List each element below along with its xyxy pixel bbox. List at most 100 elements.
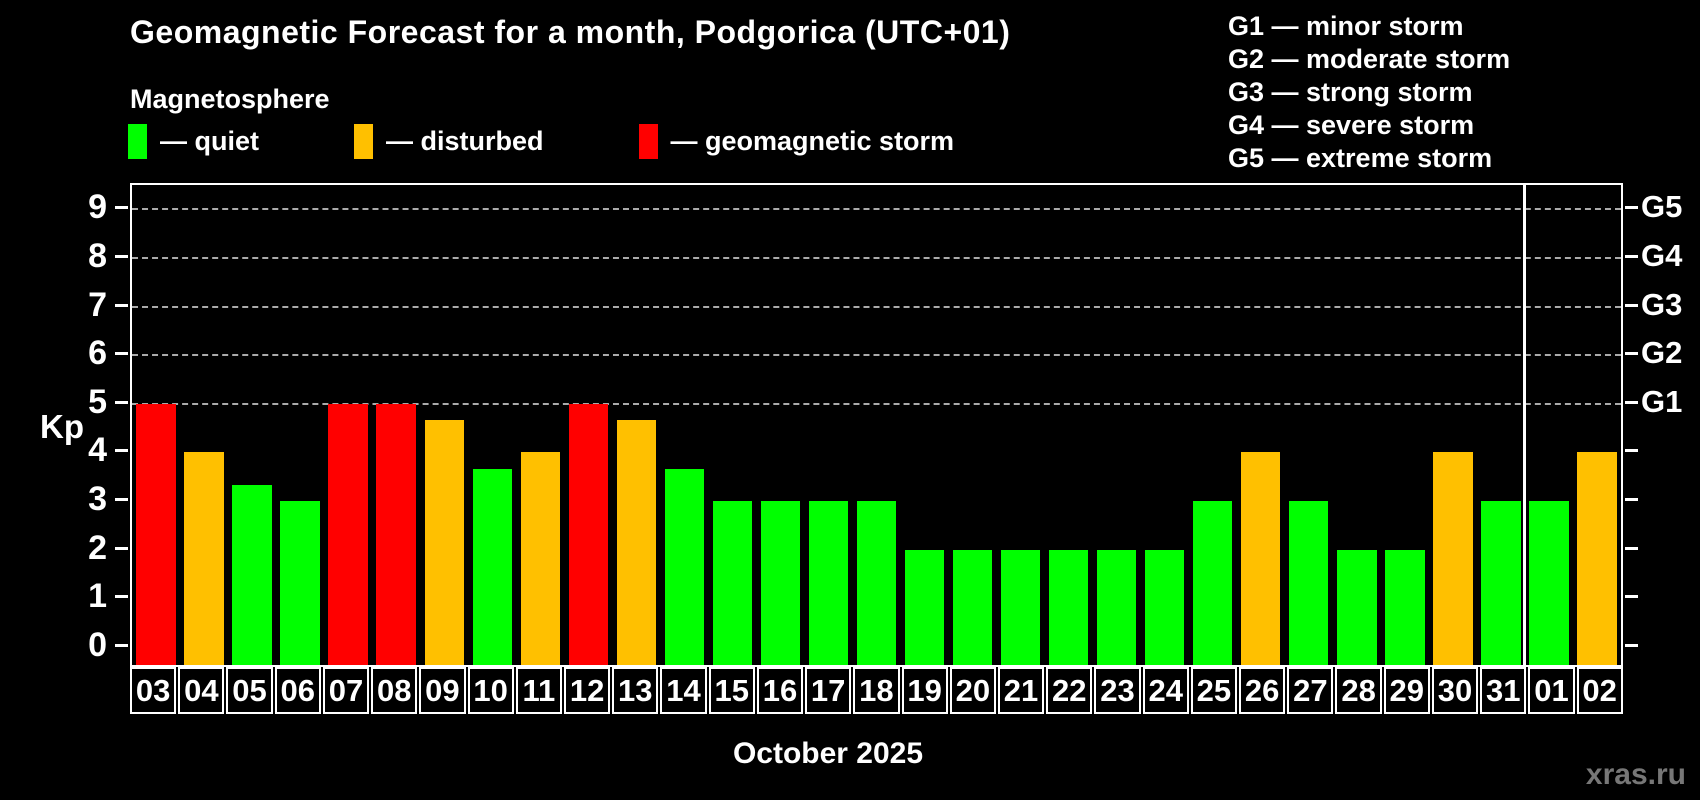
day-label-26: 26 xyxy=(1239,667,1286,714)
kp-bar-day-07 xyxy=(328,403,368,665)
y-axis-title: Kp xyxy=(40,408,84,445)
y-axis-label-4: 4 xyxy=(88,431,107,470)
y-axis-tick-left-5 xyxy=(115,400,128,404)
day-label-17: 17 xyxy=(805,667,852,714)
disturbed-swatch-icon xyxy=(354,124,373,159)
y-axis-label-6: 6 xyxy=(88,334,107,373)
y-axis-tick-left-0 xyxy=(115,644,128,647)
kp-bar-day-13 xyxy=(616,419,657,665)
day-label-31: 31 xyxy=(1480,667,1527,714)
kp-bar-day-12 xyxy=(568,403,608,665)
legend-item-label: — geomagnetic storm xyxy=(670,126,955,156)
day-label-02: 02 xyxy=(1576,667,1623,714)
kp-bar-day-26 xyxy=(1241,452,1281,665)
g-scale-line: G5 — extreme storm xyxy=(1228,143,1493,173)
day-label-22: 22 xyxy=(1046,667,1093,714)
y-axis-tick-right-9 xyxy=(1625,206,1638,210)
day-label-06: 06 xyxy=(274,667,321,714)
y-axis-tick-left-9 xyxy=(115,206,128,210)
y-axis-label-8: 8 xyxy=(88,236,107,275)
g-scale-legend: G1 — minor storm G2 — moderate storm G3 … xyxy=(1228,10,1510,175)
kp-bar-day-10 xyxy=(472,468,512,665)
y-axis-tick-right-7 xyxy=(1625,303,1638,307)
kp-bar-day-08 xyxy=(376,403,416,665)
y-axis-tick-left-7 xyxy=(115,303,128,307)
kp-bar-day-19 xyxy=(904,549,945,665)
kp-bar-day-29 xyxy=(1385,549,1425,665)
g-scale-line: G1 — minor storm xyxy=(1228,11,1464,41)
day-label-08: 08 xyxy=(371,667,418,714)
gridline-kp7 xyxy=(132,305,1621,308)
y-axis-label-9: 9 xyxy=(88,188,107,227)
y-axis-tick-right-0 xyxy=(1625,644,1638,647)
day-label-07: 07 xyxy=(322,667,370,714)
right-axis-label-G3: G3 xyxy=(1641,286,1683,322)
day-label-16: 16 xyxy=(756,667,804,714)
day-label-10: 10 xyxy=(467,667,514,714)
day-label-09: 09 xyxy=(419,667,466,714)
y-axis-tick-right-6 xyxy=(1625,352,1638,356)
legend-item-storm: — geomagnetic storm xyxy=(638,124,955,159)
kp-bar-day-14 xyxy=(664,468,705,665)
kp-bar-day-18 xyxy=(856,501,897,665)
y-axis-label-5: 5 xyxy=(88,382,107,421)
y-axis-tick-left-6 xyxy=(115,352,128,356)
legend-item-label: — quiet xyxy=(160,126,259,156)
kp-bar-day-16 xyxy=(760,501,801,665)
kp-bar-day-02 xyxy=(1577,452,1617,665)
y-axis-label-1: 1 xyxy=(88,577,107,616)
kp-bar-day-06 xyxy=(280,501,320,665)
day-label-01: 01 xyxy=(1528,667,1575,714)
y-axis-label-7: 7 xyxy=(88,285,107,324)
day-label-19: 19 xyxy=(901,667,948,714)
day-label-04: 04 xyxy=(178,667,225,714)
day-label-27: 27 xyxy=(1287,667,1334,714)
day-label-03: 03 xyxy=(130,667,177,714)
g-scale-line: G3 — strong storm xyxy=(1228,77,1473,107)
day-label-14: 14 xyxy=(660,667,707,714)
day-label-20: 20 xyxy=(949,667,996,714)
kp-bar-day-09 xyxy=(424,419,464,665)
y-axis-tick-left-4 xyxy=(115,449,128,453)
y-axis-tick-right-8 xyxy=(1625,254,1638,258)
y-axis-label-0: 0 xyxy=(88,626,107,664)
magnetosphere-label: Magnetosphere xyxy=(130,84,330,114)
y-axis-tick-left-2 xyxy=(115,546,128,550)
kp-bar-day-11 xyxy=(520,452,560,665)
right-axis-label-G1: G1 xyxy=(1641,383,1683,419)
kp-bar-day-30 xyxy=(1433,452,1473,665)
day-label-30: 30 xyxy=(1431,667,1479,714)
day-label-15: 15 xyxy=(708,667,755,714)
y-axis-tick-right-5 xyxy=(1625,400,1638,404)
kp-bar-day-01 xyxy=(1529,501,1569,665)
legend-item-quiet: — quiet xyxy=(128,124,259,159)
y-axis-tick-right-2 xyxy=(1625,546,1638,550)
kp-bar-day-21 xyxy=(1000,549,1041,665)
plot-area xyxy=(130,183,1623,667)
kp-bar-day-22 xyxy=(1048,549,1089,665)
kp-bar-day-15 xyxy=(712,501,753,665)
x-axis-day-labels: 03 04 05 06 07 08 09 10 11 12 13 14 15 16 17 18 19 20 21 22… xyxy=(130,667,1623,714)
y-axis-label-3: 3 xyxy=(88,480,107,519)
day-label-25: 25 xyxy=(1190,667,1238,714)
day-label-28: 28 xyxy=(1335,667,1382,714)
kp-bar-day-04 xyxy=(184,452,224,665)
gridline-kp9 xyxy=(132,208,1621,211)
kp-bar-day-31 xyxy=(1481,501,1521,665)
y-axis-tick-right-1 xyxy=(1625,595,1638,599)
kp-bar-day-20 xyxy=(952,549,993,665)
day-label-23: 23 xyxy=(1094,667,1141,714)
y-axis-tick-right-4 xyxy=(1625,449,1638,453)
page-title: Geomagnetic Forecast for a month, Podgor… xyxy=(130,14,1011,50)
day-label-05: 05 xyxy=(226,667,273,714)
gridline-kp8 xyxy=(132,256,1621,259)
y-axis-tick-left-1 xyxy=(115,595,128,599)
day-label-24: 24 xyxy=(1142,667,1189,714)
status-legend: — quiet — disturbed — geomagnetic storm xyxy=(128,124,954,159)
kp-bar-day-25 xyxy=(1193,501,1233,665)
y-axis-tick-left-8 xyxy=(115,254,128,258)
kp-bar-day-17 xyxy=(808,501,849,665)
y-axis-tick-left-3 xyxy=(115,498,128,502)
day-label-13: 13 xyxy=(612,667,659,714)
